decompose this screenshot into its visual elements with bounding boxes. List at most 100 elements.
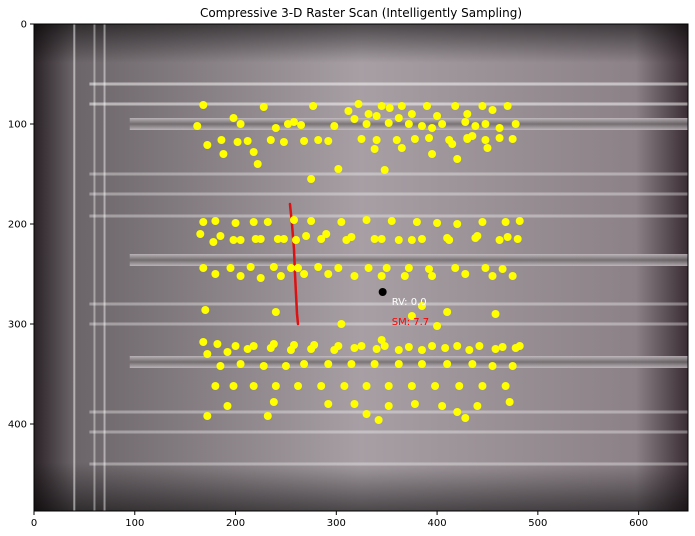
sample-point [223,402,232,410]
sample-point [372,345,381,353]
sample-point [271,308,280,316]
sample-point [271,382,280,390]
sample-point [229,114,238,122]
sample-point [372,136,381,144]
sample-point [324,360,333,368]
sample-point [443,360,452,368]
trace-band [129,254,689,266]
sample-point [448,140,457,148]
sample-point [196,230,205,238]
sample-point [445,236,454,244]
sample-point [380,166,389,174]
y-tick-label: 0 [21,20,27,31]
sample-point [249,218,258,226]
sample-point [269,398,278,406]
sample-point [307,345,316,353]
y-axis: 0 100 200 300 400 [8,20,34,431]
sample-point [364,264,373,272]
sample-point [364,110,373,118]
x-axis: 0 100 200 300 400 500 600 [31,511,648,529]
sample-point [407,110,416,118]
sample-point [362,120,371,128]
sample-point [478,102,487,110]
sample-point [394,360,403,368]
sample-point [217,136,226,144]
sample-point [307,175,316,183]
sample-point [495,236,504,244]
sample-point [433,112,442,120]
sample-point [334,165,343,173]
sample-point [425,134,434,142]
sample-point [309,102,318,110]
sample-point [410,135,419,143]
sample-point [300,270,309,278]
sample-point [357,135,366,143]
sample-point [394,346,403,354]
circuit-traces [73,24,689,511]
sample-point [461,118,470,126]
sample-point [370,235,379,243]
sample-point [314,263,323,271]
sample-point [281,362,290,370]
sample-point [410,400,419,408]
sample-point [201,306,210,314]
sample-point [324,137,333,145]
x-tick-label: 400 [428,518,447,529]
sample-point [488,362,497,370]
sample-point [199,101,208,109]
sample-point [478,218,487,226]
sample-point [357,342,366,350]
sample-point [362,382,371,390]
sample-point [350,272,359,280]
sample-point [236,360,245,368]
sample-point [417,360,426,368]
sample-point [263,412,272,420]
scan-path-line [288,202,300,326]
sample-point [384,402,393,410]
sample-point [425,265,434,273]
plot-frame [33,23,689,512]
sample-point [251,235,260,243]
sample-point [377,336,386,344]
sample-point [451,264,460,272]
sample-point [372,112,381,120]
sample-point [433,219,442,227]
sample-point [209,238,218,246]
sample-point [377,102,386,110]
sample-point [488,106,497,114]
sample-point [283,120,292,128]
sample-point [465,346,474,354]
sample-point [495,134,504,142]
sample-point [387,217,396,225]
sample-point [307,217,316,225]
plot-area: RV: 0.0 SM: 7.7 [33,23,689,512]
sample-point [342,236,351,244]
sample-point [216,232,225,240]
background-image [34,24,689,511]
sample-point [246,263,255,271]
sample-point [350,344,359,352]
sample-point [231,342,240,350]
sample-point [289,118,298,126]
sample-point [453,220,462,228]
sample-point [236,272,245,280]
sample-point [370,360,379,368]
sample-point [515,217,524,225]
sample-point [273,235,282,243]
sample-point [330,346,339,354]
sample-point [471,122,480,130]
sample-point [203,350,212,358]
sample-point [199,218,208,226]
sample-point [219,150,228,158]
sample-point [394,114,403,122]
sample-point [347,360,356,368]
sample-point [249,342,258,350]
sample-point [451,102,460,110]
sample-point [455,382,464,390]
sample-point [340,382,349,390]
sample-point [412,218,421,226]
sample-point [249,148,258,156]
sample-point [374,416,383,424]
sample-point [453,342,462,350]
y-tick-label: 100 [8,120,27,131]
